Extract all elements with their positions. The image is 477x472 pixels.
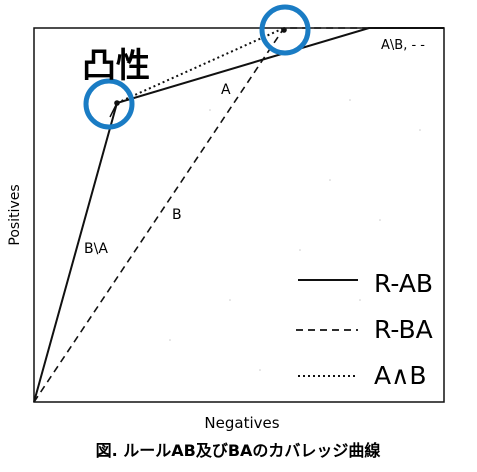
curve-r-ab	[33, 27, 444, 403]
label-a: A	[221, 82, 231, 98]
vertex-left	[114, 100, 120, 106]
legend: R-AB R-BA A∧B	[296, 269, 433, 390]
figure-caption: 図. ルールAB及びBAのカバレッジ曲線	[96, 441, 381, 460]
legend-label-r-ba: R-BA	[374, 315, 433, 344]
legend-label-r-ab: R-AB	[374, 269, 433, 298]
highlight-circle-left	[83, 78, 135, 130]
label-a-not-b: A\B, - -	[381, 38, 425, 53]
plot-frame	[33, 27, 445, 403]
legend-label-a-and-b: A∧B	[374, 361, 427, 390]
convexity-title: 凸性	[82, 46, 150, 86]
vertex-top	[281, 27, 287, 33]
label-b: B	[172, 207, 182, 223]
x-axis-label: Negatives	[204, 414, 279, 432]
y-axis-label: Positives	[7, 184, 23, 245]
label-b-not-a: B\A	[84, 241, 108, 257]
background-speckles	[119, 59, 421, 371]
curve-a-and-b	[116, 27, 285, 104]
highlight-circle-top	[259, 4, 311, 56]
